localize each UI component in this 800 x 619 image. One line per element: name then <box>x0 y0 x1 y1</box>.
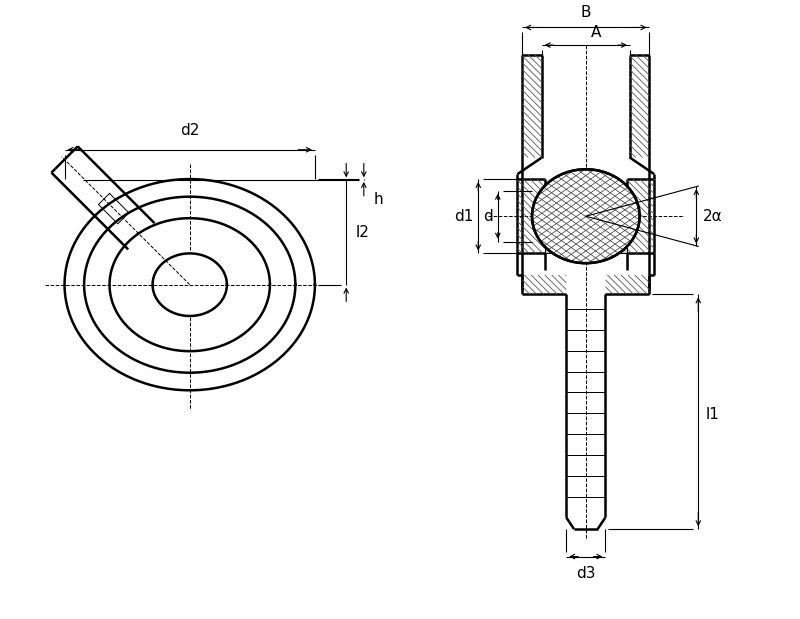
Text: B: B <box>581 5 591 20</box>
Text: d2: d2 <box>180 123 199 138</box>
Text: 2α: 2α <box>703 209 723 223</box>
Ellipse shape <box>532 169 640 263</box>
Bar <box>545 244 627 253</box>
Bar <box>545 183 627 193</box>
Text: l2: l2 <box>356 225 370 240</box>
Text: d3: d3 <box>576 566 595 581</box>
Text: l1: l1 <box>706 407 720 422</box>
Text: A: A <box>590 25 601 40</box>
Text: h: h <box>374 192 383 207</box>
Text: d1: d1 <box>454 209 474 223</box>
Text: d: d <box>483 209 493 223</box>
